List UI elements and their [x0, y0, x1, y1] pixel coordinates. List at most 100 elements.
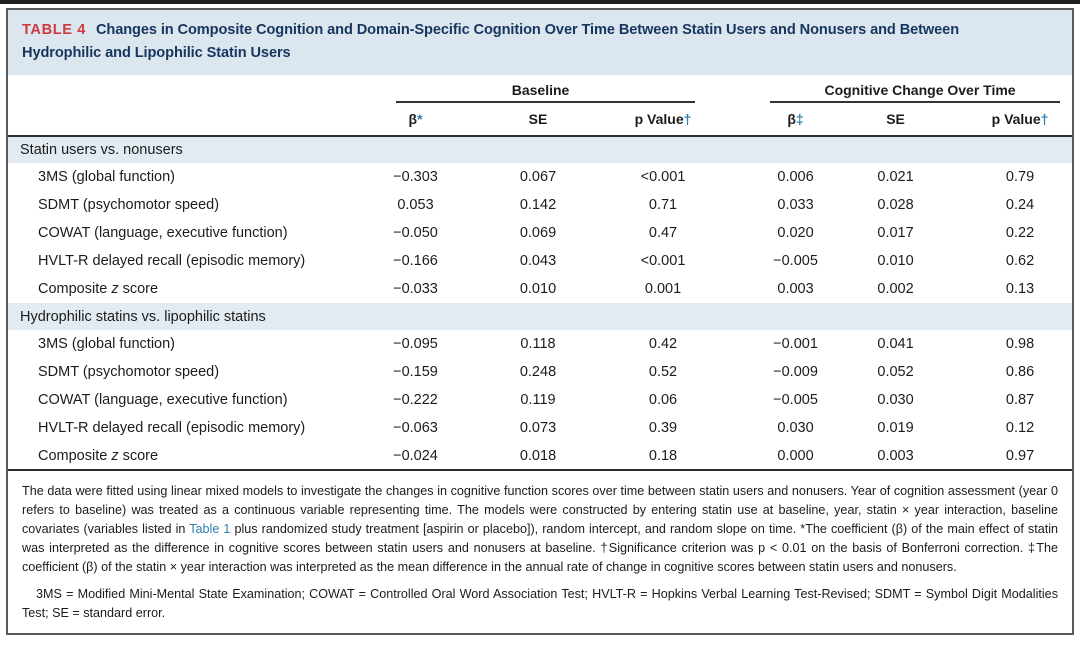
- cell-value: 0.053: [397, 197, 434, 213]
- row-label: 3MS (global function): [38, 336, 176, 352]
- cell-value: 0.000: [768, 442, 824, 471]
- table-row: HVLT-R delayed recall (episodic memory) …: [8, 247, 1072, 275]
- cell-value: −0.033: [393, 281, 438, 297]
- cell-value: 0.020: [777, 225, 814, 241]
- cell-value: 0.12: [1005, 420, 1035, 436]
- cell-value: 0.42: [648, 336, 678, 352]
- cell-value: 0.62: [1005, 253, 1035, 269]
- row-label: SDMT (psychomotor speed): [38, 197, 220, 213]
- cell-value: −0.001: [773, 336, 818, 352]
- column-spacer: [713, 358, 768, 386]
- column-spacer: [713, 386, 768, 414]
- group-header-change: Cognitive Change Over Time: [768, 75, 1072, 103]
- cell-value: −0.005: [773, 253, 818, 269]
- cell-value: 0.118: [520, 336, 556, 352]
- table-row: SDMT (psychomotor speed) −0.159 0.248 0.…: [8, 358, 1072, 386]
- cell-value: −0.222: [393, 392, 438, 408]
- column-spacer: [713, 103, 769, 137]
- cell-value: 0.003: [823, 442, 969, 471]
- col-header-baseline-p: p Value†: [613, 103, 714, 137]
- cell-value: 0.003: [777, 281, 814, 297]
- cell-value: −0.063: [393, 420, 438, 436]
- cell-value: 0.22: [1005, 225, 1035, 241]
- col-header-baseline-se: SE: [463, 103, 613, 137]
- section-header-statin-users: Statin users vs. nonusers: [8, 136, 1073, 163]
- cell-value: 0.018: [463, 442, 613, 471]
- column-spacer: [713, 330, 768, 358]
- table-row: COWAT (language, executive function) −0.…: [8, 386, 1072, 414]
- cell-value: 0.021: [877, 169, 914, 185]
- cell-value: −0.303: [393, 169, 438, 185]
- cell-value: 0.028: [877, 197, 914, 213]
- cell-value: 0.86: [1005, 364, 1035, 380]
- cell-value: 0.030: [877, 392, 914, 408]
- cell-value: 0.98: [1005, 336, 1035, 352]
- cell-value: 0.033: [777, 197, 814, 213]
- cell-value: 0.073: [519, 420, 557, 436]
- col-header-change-p: p Value†: [968, 103, 1073, 137]
- column-spacer: [713, 442, 769, 471]
- table-1-link[interactable]: Table 1: [189, 522, 231, 536]
- cell-value: 0.017: [877, 225, 914, 241]
- group-header-baseline: Baseline: [368, 75, 713, 103]
- cell-value: −0.009: [773, 364, 818, 380]
- cell-value: 0.52: [648, 364, 678, 380]
- cell-value: 0.71: [648, 197, 678, 213]
- row-label: SDMT (psychomotor speed): [38, 364, 220, 380]
- cell-value: −0.050: [393, 225, 438, 241]
- column-spacer: [8, 75, 368, 103]
- abbreviations-text: 3MS = Modified Mini-Mental State Examina…: [22, 587, 1058, 620]
- col-header-baseline-beta: β*: [368, 103, 463, 137]
- cell-value: 0.39: [648, 420, 678, 436]
- table-title-line2: Hydrophilic and Lipophilic Statin Users: [22, 45, 291, 61]
- cell-value: −0.166: [393, 253, 438, 269]
- column-spacer: [713, 75, 768, 103]
- cell-value: 0.010: [519, 281, 557, 297]
- cell-value: <0.001: [640, 169, 686, 185]
- table-row: 3MS (global function) −0.095 0.118 0.42 …: [8, 330, 1072, 358]
- results-table: Baseline Cognitive Change Over Time β* S…: [8, 75, 1073, 471]
- group-underline: [396, 101, 696, 103]
- column-spacer: [8, 103, 368, 137]
- group-underline: [770, 101, 1061, 103]
- cell-value: 0.041: [877, 336, 914, 352]
- cell-value: 0.006: [777, 169, 814, 185]
- table-card: TABLE 4 Changes in Composite Cognition an…: [6, 8, 1074, 635]
- table-number-tag: TABLE 4: [22, 22, 86, 38]
- column-spacer: [713, 414, 768, 442]
- column-spacer: [713, 191, 768, 219]
- cell-value: 0.06: [648, 392, 678, 408]
- column-subheader-row: β* SE p Value† β‡ SE p Value†: [8, 103, 1073, 137]
- column-spacer: [713, 163, 768, 191]
- cell-value: 0.79: [1005, 169, 1035, 185]
- cell-value: <0.001: [640, 253, 686, 269]
- footnote-text: The data were fitted using linear mixed …: [22, 484, 1059, 574]
- col-header-change-beta: β‡: [768, 103, 824, 137]
- cell-value: 0.052: [877, 364, 914, 380]
- cell-value: 0.47: [648, 225, 678, 241]
- column-spacer: [713, 275, 768, 303]
- col-header-change-se: SE: [823, 103, 969, 137]
- cell-value: 0.019: [877, 420, 914, 436]
- cell-value: 0.248: [519, 364, 557, 380]
- cell-value: −0.024: [368, 442, 463, 471]
- table-row: HVLT-R delayed recall (episodic memory) …: [8, 414, 1072, 442]
- table-row: COWAT (language, executive function) −0.…: [8, 219, 1072, 247]
- row-label: 3MS (global function): [38, 169, 176, 185]
- top-rule: [0, 0, 1080, 4]
- table-title-text: Changes in Composite Cognition and Domai…: [95, 22, 960, 38]
- cell-value: 0.119: [520, 392, 556, 408]
- table-row: Composite z score −0.024 0.018 0.18 0.00…: [8, 442, 1073, 471]
- cell-value: 0.030: [777, 420, 814, 436]
- table-title-band: TABLE 4 Changes in Composite Cognition an…: [8, 10, 1072, 75]
- section-header-hydrophilic: Hydrophilic statins vs. lipophilic stati…: [8, 303, 1073, 330]
- cell-value: 0.142: [519, 197, 557, 213]
- cell-value: 0.24: [1005, 197, 1035, 213]
- cell-value: 0.13: [1005, 281, 1035, 297]
- table-row: Composite z score −0.033 0.010 0.001 0.0…: [8, 275, 1072, 303]
- cell-value: 0.87: [1005, 392, 1035, 408]
- cell-value: 0.97: [968, 442, 1073, 471]
- row-label: HVLT-R delayed recall (episodic memory): [38, 420, 306, 436]
- table-row: 3MS (global function) −0.303 0.067 <0.00…: [8, 163, 1072, 191]
- row-label: HVLT-R delayed recall (episodic memory): [38, 253, 306, 269]
